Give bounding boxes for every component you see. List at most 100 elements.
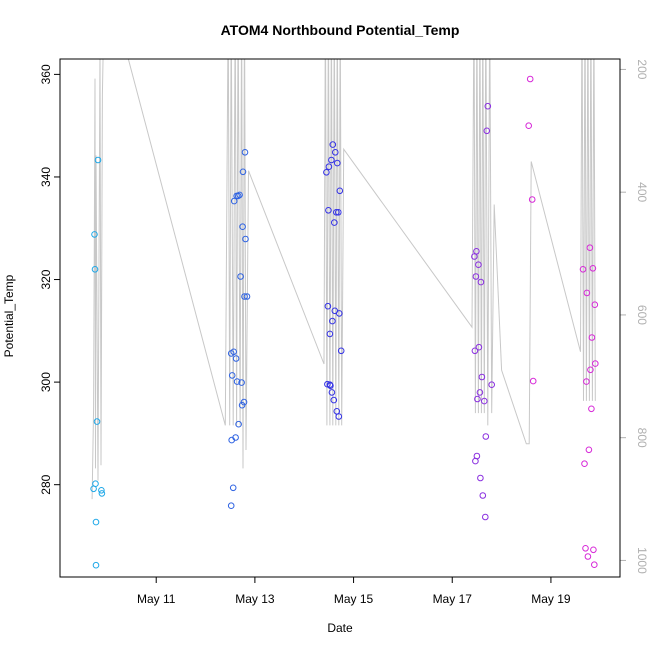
data-point [94, 156, 102, 164]
data-point [585, 446, 593, 454]
data-point [582, 545, 589, 552]
data-point [335, 209, 342, 216]
chart-title: ATOM4 Northbound Potential_Temp [221, 22, 460, 38]
data-point [479, 492, 487, 499]
depth-track-line [91, 59, 596, 500]
data-point [329, 317, 336, 325]
points-layer [90, 75, 599, 569]
data-point [583, 378, 590, 385]
data-point [482, 513, 489, 521]
data-point [325, 207, 332, 214]
data-point [236, 191, 243, 199]
data-point [234, 192, 242, 200]
x-tick-label: May 11 [137, 592, 176, 606]
data-point [475, 261, 482, 269]
data-point [583, 289, 591, 297]
data-point [238, 379, 245, 386]
x-axis-label: Date [327, 621, 353, 635]
y-tick-label: 320 [39, 269, 53, 289]
data-point [329, 141, 337, 148]
data-point [586, 244, 594, 251]
data-point [239, 223, 246, 230]
data-point [475, 343, 483, 351]
data-point [91, 231, 98, 238]
data-point [473, 452, 481, 460]
data-point [241, 149, 249, 156]
data-point [323, 169, 330, 176]
data-point [525, 122, 533, 129]
data-point [93, 418, 101, 425]
series-1 [90, 156, 106, 569]
data-point [473, 248, 480, 255]
data-point [588, 334, 596, 341]
depth-track-layer [91, 59, 596, 500]
data-point [484, 102, 492, 110]
depth-tick-label: 600 [635, 305, 649, 325]
data-point [483, 127, 491, 135]
data-point [591, 301, 599, 309]
data-point [241, 293, 248, 300]
depth-tick-label: 200 [635, 59, 649, 79]
data-point [325, 163, 333, 170]
series-5 [525, 75, 599, 569]
data-point [92, 561, 100, 569]
x-tick-label: May 13 [235, 592, 275, 606]
data-point [526, 75, 534, 83]
data-point [478, 373, 486, 381]
data-point [590, 546, 597, 554]
y-tick-label: 280 [39, 474, 53, 494]
data-point [476, 389, 484, 396]
data-point [229, 484, 237, 492]
data-point [334, 159, 341, 167]
data-point [328, 389, 336, 396]
data-point [482, 433, 490, 440]
x-tick-label: May 19 [531, 592, 571, 606]
data-point [230, 348, 237, 356]
data-point [477, 474, 484, 482]
data-point [92, 480, 99, 488]
data-point [98, 487, 105, 494]
data-point [474, 395, 481, 403]
data-point [589, 265, 597, 272]
data-point [481, 397, 488, 405]
data-point [579, 266, 587, 273]
data-point [529, 377, 537, 385]
data-point [584, 553, 592, 560]
data-point [92, 518, 100, 526]
data-point [333, 209, 340, 216]
axes-layer: May 11 May 13 May 15 May 17 May 19 280 300 320 3… [39, 59, 649, 606]
data-point [230, 197, 238, 205]
data-point [336, 310, 343, 317]
data-point [477, 278, 485, 286]
data-point [98, 490, 106, 497]
data-point [528, 196, 536, 203]
data-point [327, 382, 334, 390]
data-point [228, 372, 236, 379]
data-point [237, 273, 244, 280]
data-point [335, 413, 343, 420]
depth-tick-label: 800 [635, 428, 649, 448]
data-point [239, 168, 247, 176]
data-point [592, 360, 599, 367]
y-tick-label: 300 [39, 372, 53, 392]
data-point [581, 460, 588, 468]
x-tick-label: May 17 [433, 592, 473, 606]
data-point [337, 347, 345, 355]
data-point [232, 434, 239, 441]
data-point [233, 378, 241, 385]
data-point [243, 293, 251, 300]
y-tick-label: 340 [39, 167, 53, 187]
data-point [330, 396, 338, 404]
series-3 [323, 141, 345, 420]
plot-frame [59, 58, 621, 578]
data-point [488, 381, 496, 389]
data-point [328, 156, 335, 164]
data-point [472, 273, 480, 280]
data-point [471, 347, 479, 355]
data-point [324, 302, 332, 310]
data-point [331, 219, 338, 226]
y-tick-label: 360 [39, 64, 53, 84]
data-point [242, 235, 249, 243]
data-point [240, 398, 248, 406]
